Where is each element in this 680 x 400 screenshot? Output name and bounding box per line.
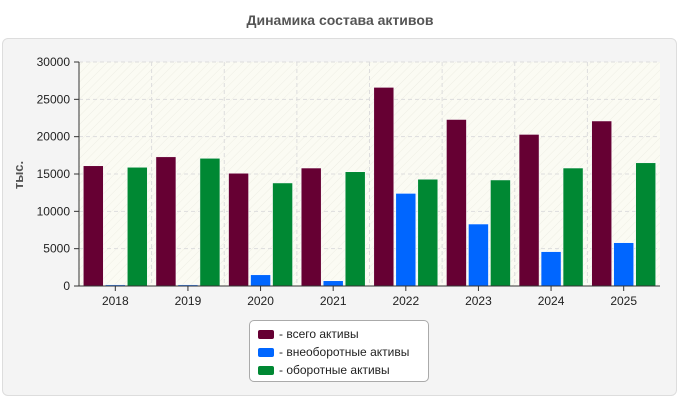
y-tick-label: 15000 (37, 167, 71, 181)
bar-total (591, 120, 612, 287)
x-tick-label: 2018 (102, 294, 129, 308)
bar-total (373, 87, 395, 287)
bar-current (635, 162, 656, 287)
bar-total (518, 134, 540, 287)
bar-total (446, 119, 467, 287)
y-tick-label: 5000 (43, 242, 70, 256)
bar-current (199, 158, 221, 287)
x-tick-label: 2022 (392, 294, 419, 308)
x-tick-label: 2019 (175, 294, 202, 308)
legend-item-total: - всего активы (258, 325, 420, 343)
y-axis-label: тыс. (11, 160, 26, 190)
x-tick-label: 2025 (610, 294, 637, 308)
bar-current (127, 167, 148, 287)
bar-noncurrent (468, 223, 489, 287)
x-tick-label: 2021 (320, 294, 347, 308)
bar-noncurrent (540, 251, 562, 287)
bar-noncurrent (250, 274, 271, 287)
legend-label-total: - всего активы (279, 327, 359, 341)
bar-noncurrent (322, 280, 344, 287)
bar-current (417, 178, 439, 287)
bar-current (272, 182, 293, 287)
bars-group (83, 87, 656, 287)
bar-total (155, 156, 177, 287)
legend-swatch-noncurrent (258, 347, 274, 357)
legend-label-current: - оборотные активы (279, 363, 390, 377)
bar-current (490, 179, 511, 287)
axes-group (74, 61, 660, 291)
y-tick-label: 10000 (37, 204, 71, 218)
x-tick-label: 2020 (247, 294, 274, 308)
y-tick-label: 25000 (37, 92, 71, 106)
legend-swatch-current (258, 365, 274, 375)
legend-item-current: - оборотные активы (258, 361, 420, 379)
legend-item-noncurrent: - внеоборотные активы (258, 343, 420, 361)
bar-total (83, 165, 104, 287)
bar-total (228, 173, 249, 287)
x-tick-label: 2024 (538, 294, 565, 308)
legend-swatch-total (258, 329, 274, 339)
y-tick-label: 0 (63, 279, 70, 293)
bar-noncurrent (395, 193, 417, 287)
y-tick-label: 20000 (37, 130, 71, 144)
y-tick-label: 30000 (37, 55, 71, 69)
bar-current (344, 171, 366, 287)
chart-title: Динамика состава активов (246, 12, 434, 28)
tick-labels: 30000 25000 20000 15000 10000 5000 0 2018 2019 20… (37, 55, 638, 308)
bar-total (300, 167, 322, 287)
legend-label-noncurrent: - внеоборотные активы (279, 345, 410, 359)
x-tick-label: 2023 (465, 294, 492, 308)
bar-current (562, 167, 584, 287)
legend: - всего активы - внеоборотные активы - о… (249, 320, 429, 382)
bar-noncurrent (613, 242, 634, 287)
